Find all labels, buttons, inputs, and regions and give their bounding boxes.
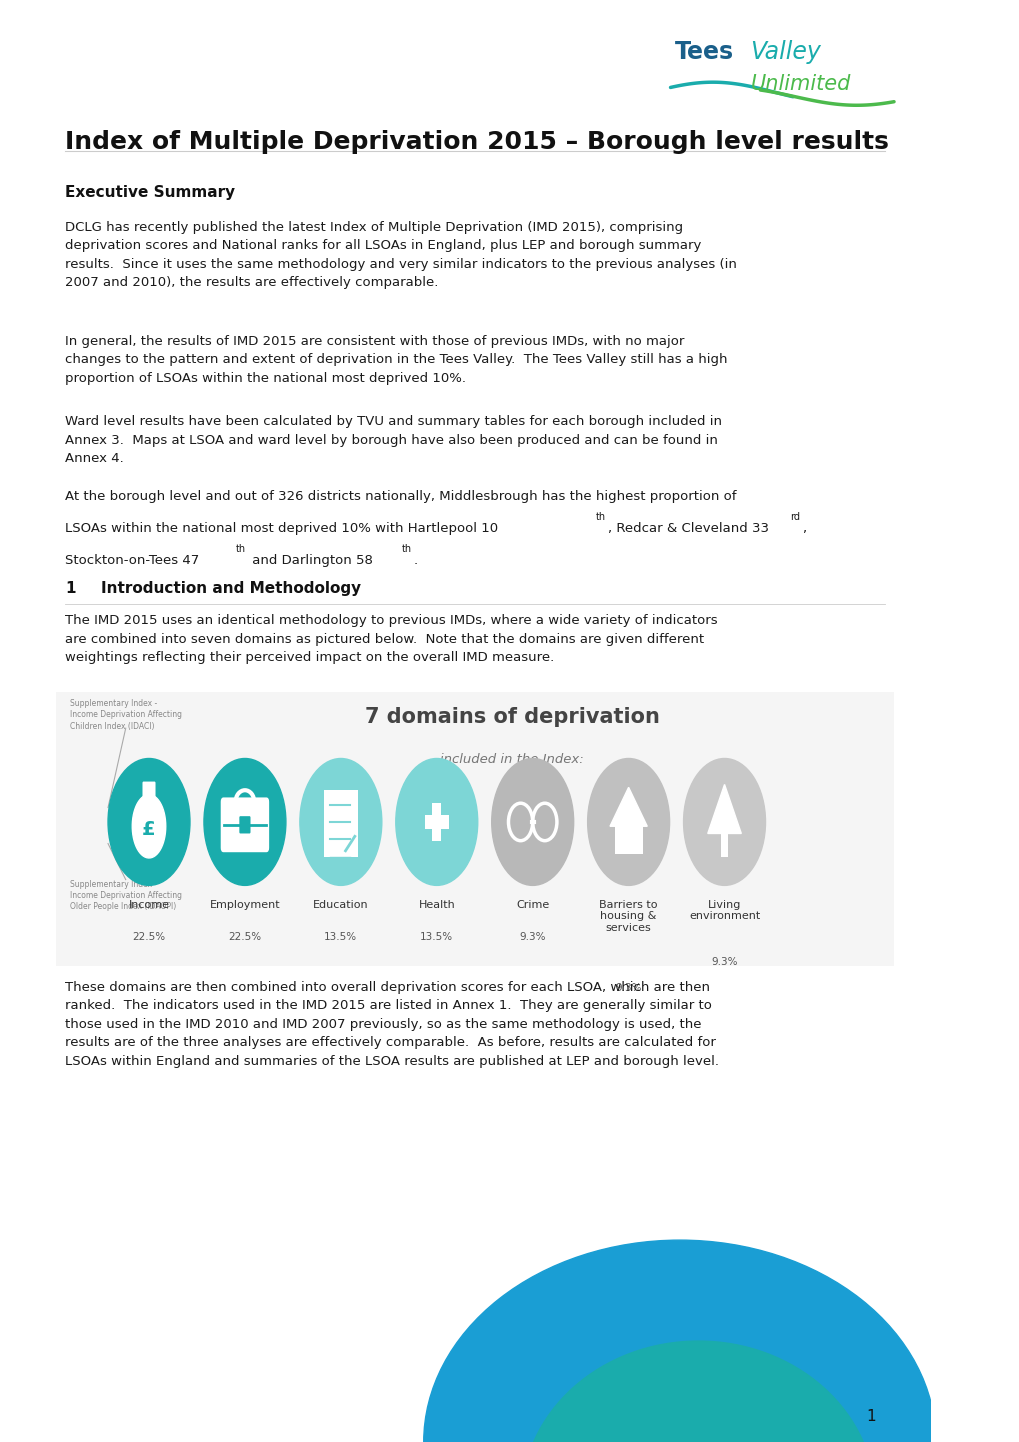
FancyBboxPatch shape xyxy=(239,816,251,833)
Text: LSOAs within the national most deprived 10% with Hartlepool 10: LSOAs within the national most deprived … xyxy=(65,522,498,535)
Text: Index of Multiple Deprivation 2015 – Borough level results: Index of Multiple Deprivation 2015 – Bor… xyxy=(65,130,889,154)
Circle shape xyxy=(491,758,573,885)
Text: In general, the results of IMD 2015 are consistent with those of previous IMDs, : In general, the results of IMD 2015 are … xyxy=(65,335,727,385)
Circle shape xyxy=(513,810,528,833)
FancyBboxPatch shape xyxy=(432,803,441,841)
Text: Health: Health xyxy=(418,900,454,910)
Text: Employment: Employment xyxy=(210,900,280,910)
Text: , Redcar & Cleveland 33: , Redcar & Cleveland 33 xyxy=(607,522,768,535)
Text: .: . xyxy=(413,554,417,567)
Text: These domains are then combined into overall deprivation scores for each LSOA, w: These domains are then combined into ove… xyxy=(65,981,718,1067)
Text: 22.5%: 22.5% xyxy=(132,932,165,942)
Text: 9.3%: 9.3% xyxy=(710,957,737,968)
Circle shape xyxy=(204,758,285,885)
Text: Tees: Tees xyxy=(675,40,734,65)
FancyBboxPatch shape xyxy=(720,831,728,857)
FancyBboxPatch shape xyxy=(220,797,269,852)
Text: 9.3%: 9.3% xyxy=(519,932,545,942)
Text: th: th xyxy=(401,544,411,554)
Text: Crime: Crime xyxy=(516,900,549,910)
Text: Education: Education xyxy=(313,900,368,910)
Circle shape xyxy=(108,758,190,885)
Text: Barriers to
housing &
services: Barriers to housing & services xyxy=(599,900,657,933)
Text: Supplementary Index
Income Deprivation Affecting
Older People Index (IDAOPI): Supplementary Index Income Deprivation A… xyxy=(69,880,181,911)
Polygon shape xyxy=(609,787,647,826)
Polygon shape xyxy=(132,795,166,858)
Circle shape xyxy=(537,810,551,833)
Text: The IMD 2015 uses an identical methodology to previous IMDs, where a wide variet: The IMD 2015 uses an identical methodolo… xyxy=(65,614,717,665)
FancyBboxPatch shape xyxy=(56,692,894,966)
Text: At the borough level and out of 326 districts nationally, Middlesbrough has the : At the borough level and out of 326 dist… xyxy=(65,490,736,503)
Text: rd: rd xyxy=(789,512,799,522)
FancyBboxPatch shape xyxy=(324,790,358,857)
FancyBboxPatch shape xyxy=(143,782,155,799)
FancyBboxPatch shape xyxy=(614,822,642,854)
Text: th: th xyxy=(235,544,246,554)
Text: included in the Index:: included in the Index: xyxy=(440,753,584,766)
Text: Income: Income xyxy=(128,900,169,910)
Text: 13.5%: 13.5% xyxy=(324,932,357,942)
Circle shape xyxy=(300,758,381,885)
Text: 22.5%: 22.5% xyxy=(228,932,261,942)
Text: Supplementary Index -
Income Deprivation Affecting
Children Index (IDACI): Supplementary Index - Income Deprivation… xyxy=(69,699,181,731)
Ellipse shape xyxy=(423,1240,935,1442)
Text: Valley: Valley xyxy=(750,40,820,65)
Text: Stockton-on-Tees 47: Stockton-on-Tees 47 xyxy=(65,554,200,567)
Polygon shape xyxy=(707,784,741,833)
Text: 9.3%: 9.3% xyxy=(614,983,641,994)
Text: ,: , xyxy=(801,522,805,535)
Text: and Darlington 58: and Darlington 58 xyxy=(248,554,372,567)
FancyBboxPatch shape xyxy=(424,815,448,829)
Text: 1: 1 xyxy=(865,1409,874,1423)
Text: Introduction and Methodology: Introduction and Methodology xyxy=(101,581,361,596)
Circle shape xyxy=(395,758,477,885)
Text: Ward level results have been calculated by TVU and summary tables for each borou: Ward level results have been calculated … xyxy=(65,415,721,466)
Text: Executive Summary: Executive Summary xyxy=(65,185,235,199)
Circle shape xyxy=(587,758,668,885)
Text: Unlimited: Unlimited xyxy=(750,74,850,94)
Text: DCLG has recently published the latest Index of Multiple Deprivation (IMD 2015),: DCLG has recently published the latest I… xyxy=(65,221,737,290)
Text: 7 domains of deprivation: 7 domains of deprivation xyxy=(365,707,659,727)
Text: Living
environment: Living environment xyxy=(688,900,759,921)
Text: £: £ xyxy=(142,819,156,839)
Circle shape xyxy=(683,758,765,885)
Text: 1: 1 xyxy=(65,581,75,596)
Ellipse shape xyxy=(521,1341,874,1442)
Text: th: th xyxy=(595,512,605,522)
Text: 13.5%: 13.5% xyxy=(420,932,452,942)
